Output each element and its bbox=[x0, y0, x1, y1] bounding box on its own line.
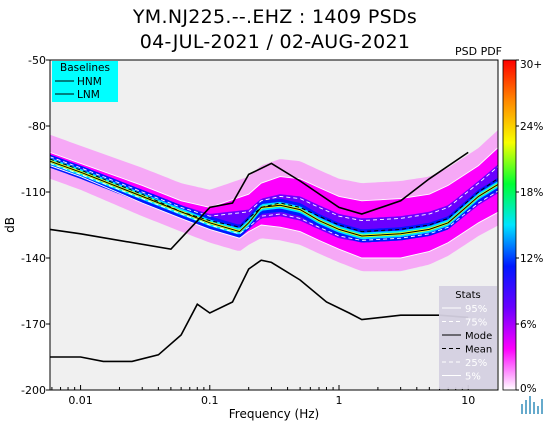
x-axis: 0.01 0.1 1 10 bbox=[51, 385, 475, 407]
x-axis-label: Frequency (Hz) bbox=[229, 407, 320, 421]
stats-legend-label: Mean bbox=[465, 345, 492, 356]
y-tick-label: -110 bbox=[21, 186, 46, 199]
hnm-legend-label: HNM bbox=[77, 76, 102, 88]
stats-line-mode bbox=[50, 160, 498, 237]
plot-frame bbox=[49, 59, 499, 391]
baselines-legend-title: Baselines bbox=[60, 62, 110, 74]
stats-legend-label: 95% bbox=[465, 304, 487, 315]
y-tick-label: -50 bbox=[28, 54, 46, 67]
y-tick-label: -80 bbox=[28, 120, 46, 133]
stats-legend: Stats 95% 75% Mode Mean 25% 5% bbox=[439, 286, 497, 389]
stats-line-p75 bbox=[50, 156, 498, 222]
colorbar-tick-label: 12% bbox=[520, 253, 543, 265]
density-band-peak bbox=[50, 157, 498, 240]
colorbar-frame bbox=[502, 59, 517, 391]
stats-legend-label: 25% bbox=[465, 358, 487, 369]
stats-legend-label: Mode bbox=[465, 331, 492, 342]
colorbar-tick-label: 18% bbox=[520, 187, 543, 199]
stats-legend-label: 5% bbox=[465, 372, 481, 383]
chart-title: YM.NJ225.--.EHZ : 1409 PSDs bbox=[132, 6, 418, 28]
lnm-line bbox=[50, 259, 469, 363]
stats-legend-label: 75% bbox=[465, 318, 487, 329]
logo-icon bbox=[521, 396, 543, 414]
hnm-line bbox=[50, 151, 469, 251]
stats-legend-title: Stats bbox=[455, 290, 481, 301]
density-band-25-75 bbox=[50, 154, 498, 243]
x-tick-label: 0.01 bbox=[68, 394, 93, 407]
baselines-legend: Baselines HNM LNM bbox=[52, 61, 118, 102]
baseline-lines bbox=[50, 151, 469, 363]
colorbar-tick-label: 24% bbox=[520, 121, 543, 133]
colorbar-tick-label: 30+ bbox=[520, 59, 542, 71]
y-tick-label: -140 bbox=[21, 252, 46, 265]
y-axis-label: dB bbox=[3, 217, 17, 233]
y-tick-label: -200 bbox=[21, 384, 46, 397]
colorbar: 0% 6% 12% 18% 24% 30+ bbox=[502, 59, 543, 395]
stats-line-p25 bbox=[50, 162, 498, 241]
lnm-legend-label: LNM bbox=[77, 89, 100, 101]
psd-density-layer bbox=[50, 130, 498, 272]
x-tick-label: 10 bbox=[461, 394, 475, 407]
x-tick-label: 1 bbox=[336, 394, 343, 407]
x-tick-label: 0.1 bbox=[201, 394, 219, 407]
colorbar-tick-label: 6% bbox=[520, 319, 537, 331]
chart-subtitle: 04-JUL-2021 / 02-AUG-2021 bbox=[139, 31, 411, 53]
colorbar-gradient bbox=[503, 60, 516, 390]
y-axis: -50 -80 -110 -140 -170 -200 bbox=[21, 54, 50, 397]
stats-line-p95 bbox=[50, 146, 498, 208]
stats-legend-box bbox=[439, 286, 497, 389]
colorbar-title: PSD PDF bbox=[455, 45, 503, 58]
colorbar-tick-label: 0% bbox=[520, 383, 537, 395]
y-tick-label: -170 bbox=[21, 318, 46, 331]
